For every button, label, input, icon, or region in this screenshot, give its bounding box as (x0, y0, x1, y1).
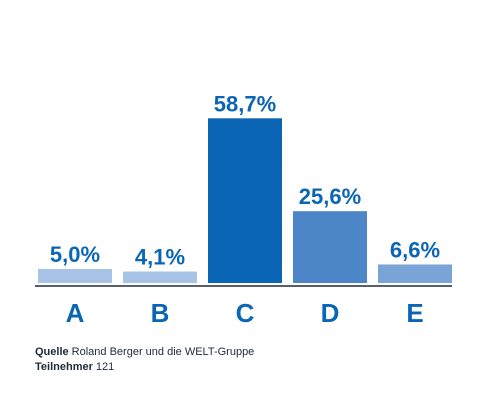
bars-group (38, 118, 452, 283)
bar-b (123, 271, 197, 283)
source-text: Roland Berger und die WELT-Gruppe (68, 346, 255, 358)
value-label-e: 6,6% (390, 237, 440, 262)
participants-line: Teilnehmer 121 (35, 360, 254, 375)
source-line: Quelle Roland Berger und die WELT-Gruppe (35, 345, 254, 360)
participants-label: Teilnehmer (35, 361, 93, 373)
category-labels-group: A B C D E (66, 298, 424, 328)
bar-e (378, 264, 452, 283)
value-label-c: 58,7% (214, 91, 276, 116)
category-label-d: D (321, 298, 340, 328)
bar-d (293, 211, 367, 283)
participants-value: 121 (92, 361, 115, 373)
category-label-c: C (236, 298, 255, 328)
value-labels-group: 5,0% 4,1% 58,7% 25,6% 6,6% (50, 91, 440, 269)
source-label: Quelle (35, 346, 69, 358)
category-label-b: B (151, 298, 170, 328)
bar-c (208, 118, 282, 283)
value-label-d: 25,6% (299, 184, 361, 209)
value-label-a: 5,0% (50, 242, 100, 267)
category-label-e: E (406, 298, 423, 328)
chart-footer: Quelle Roland Berger und die WELT-Gruppe… (35, 345, 254, 375)
bar-a (38, 268, 112, 283)
category-label-a: A (66, 298, 85, 328)
value-label-b: 4,1% (135, 244, 185, 269)
bar-chart: 5,0% 4,1% 58,7% 25,6% 6,6% A B C D E (35, 91, 452, 328)
